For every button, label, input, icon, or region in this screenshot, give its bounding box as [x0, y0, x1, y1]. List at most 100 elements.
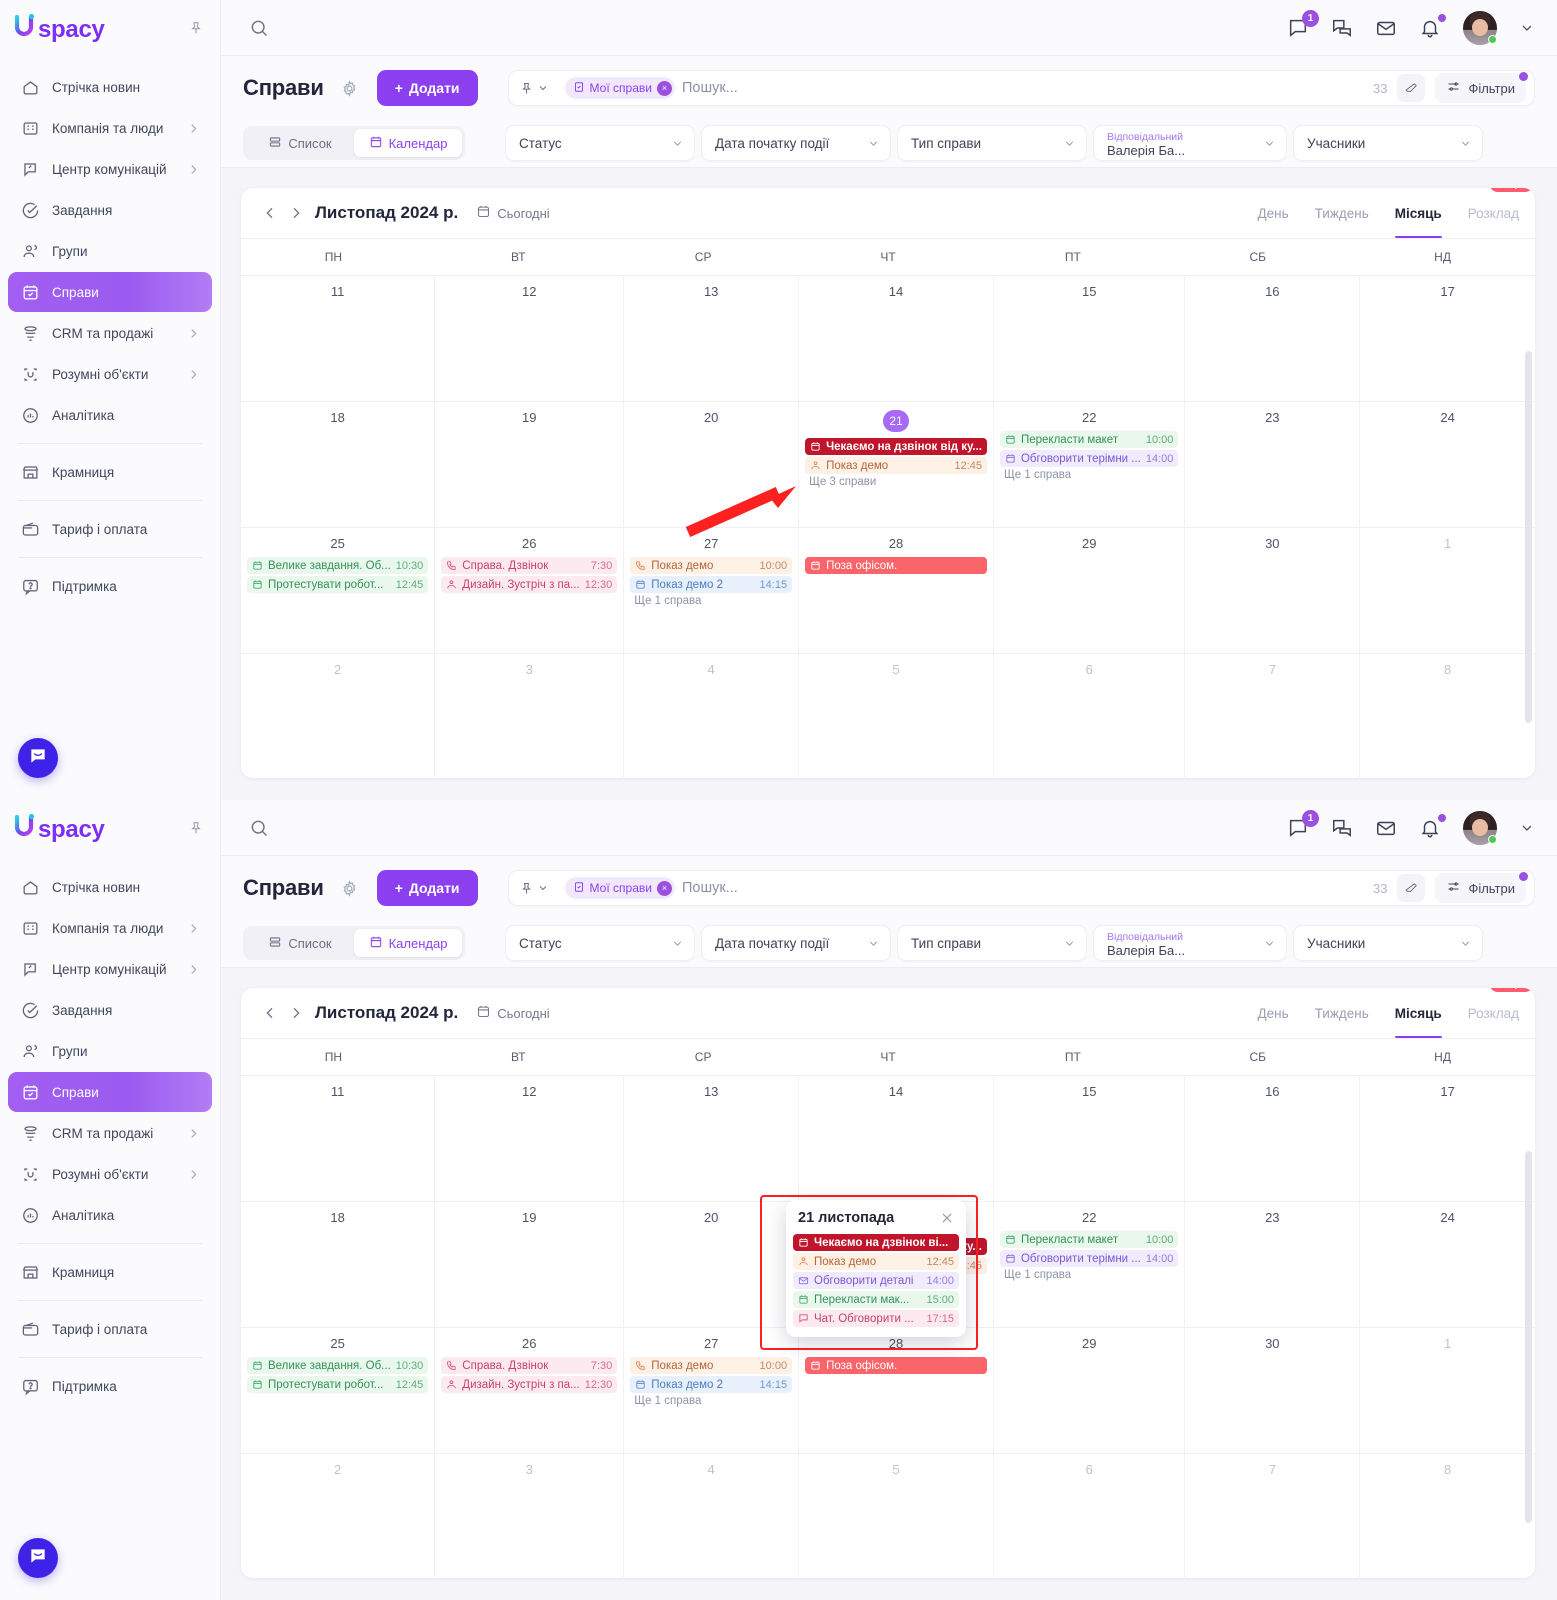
sidebar-item-groups[interactable]: Групи: [8, 1031, 212, 1071]
calendar-day-cell[interactable]: 1: [1360, 1328, 1535, 1454]
filter-status[interactable]: Статус: [505, 925, 695, 961]
pin-sidebar-icon[interactable]: [188, 20, 204, 36]
search-filter-chip[interactable]: Мої справи ×: [564, 877, 675, 899]
sidebar-item-store[interactable]: Крамниця: [8, 452, 212, 492]
calendar-event[interactable]: Чекаємо на дзвінок ві...: [793, 1234, 959, 1251]
filter-responsible[interactable]: Відповідальний Валерія Ба...: [1093, 925, 1287, 961]
calendar-day-cell[interactable]: 18: [241, 402, 436, 528]
sidebar-item-tasks[interactable]: Завдання: [8, 190, 212, 230]
calendar-event[interactable]: Показ демо 12:45: [805, 457, 987, 474]
intercom-launcher-button[interactable]: [18, 1538, 58, 1578]
eraser-icon[interactable]: [1397, 874, 1426, 902]
calendar-day-cell[interactable]: 12: [435, 276, 625, 402]
calendar-day-cell[interactable]: 7: [1185, 654, 1361, 778]
chevron-down-icon[interactable]: [1519, 820, 1535, 836]
chevron-left-icon[interactable]: [257, 200, 283, 226]
calendar-more-events-link[interactable]: Ще 1 справа: [1003, 1269, 1072, 1281]
pin-saved-filter-button[interactable]: [519, 81, 558, 96]
calendar-day-cell[interactable]: 11: [241, 1076, 436, 1202]
sidebar-item-smart-objects[interactable]: Розумні об'єкти: [8, 354, 212, 394]
sidebar-item-cases[interactable]: Справи: [8, 1072, 212, 1112]
filters-button[interactable]: Фільтри: [1435, 872, 1528, 903]
filters-button[interactable]: Фільтри: [1435, 72, 1528, 103]
calendar-day-cell[interactable]: 16: [1185, 276, 1361, 402]
calendar-event[interactable]: Показ демо 12:45: [793, 1253, 959, 1270]
app-logo[interactable]: spacy: [14, 813, 105, 844]
sidebar-item-cases[interactable]: Справи: [8, 272, 212, 312]
calendar-day-cell[interactable]: 25 Велике завдання. Об... 10:30 Протестуват…: [241, 528, 436, 654]
calendar-event[interactable]: Велике завдання. Об... 10:30: [247, 557, 429, 574]
calendar-day-cell[interactable]: 8: [1360, 1454, 1535, 1578]
calendar-more-events-link[interactable]: Ще 1 справа: [634, 595, 702, 607]
mail-icon[interactable]: [1375, 817, 1397, 839]
sidebar-item-company[interactable]: Компанія та люди: [8, 908, 212, 948]
calendar-day-cell[interactable]: 13: [624, 1076, 800, 1202]
calendar-day-cell[interactable]: 17: [1360, 276, 1535, 402]
eraser-icon[interactable]: [1397, 74, 1426, 102]
calendar-day-cell[interactable]: 14: [799, 276, 994, 402]
calendar-scrollbar-thumb[interactable]: [1525, 1150, 1532, 1523]
calendar-day-cell[interactable]: 6: [994, 1454, 1186, 1578]
filter-participants[interactable]: Учасники: [1293, 925, 1483, 961]
calendar-day-cell[interactable]: 13: [624, 276, 800, 402]
tab-calendar[interactable]: Календар: [354, 129, 462, 157]
calendar-view-day[interactable]: День: [1257, 1005, 1289, 1021]
filter-case-type[interactable]: Тип справи: [897, 925, 1087, 961]
calendar-event[interactable]: Показ демо 2 14:15: [630, 1376, 793, 1393]
add-button[interactable]: + Додати: [376, 70, 478, 106]
calendar-day-cell[interactable]: 7: [1185, 1454, 1361, 1578]
sidebar-item-analytics[interactable]: Аналітика: [8, 1195, 212, 1235]
calendar-day-cell[interactable]: 1: [1360, 528, 1535, 654]
calendar-event[interactable]: Показ демо 10:00: [630, 557, 793, 574]
calendar-event[interactable]: Обговорити деталі 14:00: [793, 1272, 959, 1289]
filter-start-date[interactable]: Дата початку події: [701, 925, 891, 961]
filter-case-type[interactable]: Тип справи: [897, 125, 1087, 161]
calendar-view-month[interactable]: Місяць: [1394, 988, 1442, 1038]
sidebar-item-communications[interactable]: Центр комунікацій: [8, 149, 212, 189]
chevron-right-icon[interactable]: [283, 1000, 309, 1026]
calendar-day-cell[interactable]: 26 Справа. Дзвінок 7:30 Дизайн. Зустріч з п…: [435, 1328, 625, 1454]
calendar-day-cell[interactable]: 27 Показ демо 10:00 Показ демо 2 14:15 Ще 1 с…: [624, 1328, 800, 1454]
calendar-event[interactable]: Справа. Дзвінок 7:30: [441, 557, 618, 574]
calendar-event[interactable]: Обговорити терімни ... 14:00: [999, 450, 1179, 467]
sidebar-item-analytics[interactable]: Аналітика: [8, 395, 212, 435]
bell-icon[interactable]: [1419, 13, 1446, 39]
sidebar-item-news[interactable]: Стрічка новин: [8, 67, 212, 107]
calendar-event[interactable]: Велике завдання. Об... 10:30: [247, 1357, 429, 1374]
calendar-day-cell[interactable]: 24: [1360, 402, 1535, 528]
calendar-day-cell[interactable]: 28 Поза офісом.: [799, 1328, 994, 1454]
calendar-day-cell[interactable]: 2: [241, 654, 436, 778]
sidebar-item-support[interactable]: Підтримка: [8, 1366, 212, 1406]
calendar-event[interactable]: Перекласти мак... 15:00: [793, 1291, 959, 1308]
calendar-event[interactable]: Чекаємо на дзвінок від ку...: [805, 438, 987, 455]
calendar-day-cell[interactable]: 2: [241, 1454, 436, 1578]
calendar-event[interactable]: Обговорити терімни ... 14:00: [999, 1250, 1179, 1267]
sidebar-item-crm[interactable]: CRM та продажі: [8, 1113, 212, 1153]
calendar-day-cell[interactable]: 19: [435, 1202, 625, 1328]
tab-list[interactable]: Список: [246, 929, 354, 957]
calendar-view-week[interactable]: Тиждень: [1314, 1005, 1369, 1021]
search-icon[interactable]: [249, 18, 269, 38]
tab-calendar[interactable]: Календар: [354, 929, 462, 957]
calendar-day-cell[interactable]: 4: [624, 654, 800, 778]
search-icon[interactable]: [249, 818, 269, 838]
calendar-day-cell[interactable]: 25 Велике завдання. Об... 10:30 Протестуват…: [241, 1328, 436, 1454]
calendar-event[interactable]: Перекласти макет 10:00: [999, 1231, 1179, 1248]
calendar-day-cell[interactable]: 29: [993, 528, 1186, 654]
search-input[interactable]: Мої справи × Пошук...: [560, 73, 1373, 103]
calendar-day-cell[interactable]: 22 Перекласти макет 10:00 Обговорити терімн…: [993, 1202, 1186, 1328]
calendar-day-cell[interactable]: 14: [799, 1076, 994, 1202]
calendar-scrollbar-thumb[interactable]: [1525, 350, 1532, 723]
app-logo[interactable]: spacy: [14, 13, 105, 44]
chats-icon[interactable]: [1331, 17, 1353, 39]
sidebar-item-billing[interactable]: Тариф і оплата: [8, 1309, 212, 1349]
chevron-left-icon[interactable]: [257, 1000, 283, 1026]
calendar-day-cell[interactable]: 23: [1185, 402, 1361, 528]
calendar-event[interactable]: Чат. Обговорити ... 17:15: [793, 1310, 959, 1327]
calendar-day-cell[interactable]: 11: [241, 276, 436, 402]
calendar-day-cell[interactable]: 18: [241, 1202, 436, 1328]
calendar-view-schedule[interactable]: Розклад Скоро: [1468, 988, 1533, 1038]
intercom-launcher-button[interactable]: [18, 738, 58, 778]
calendar-day-cell[interactable]: 30: [1185, 528, 1361, 654]
calendar-event[interactable]: Справа. Дзвінок 7:30: [441, 1357, 618, 1374]
